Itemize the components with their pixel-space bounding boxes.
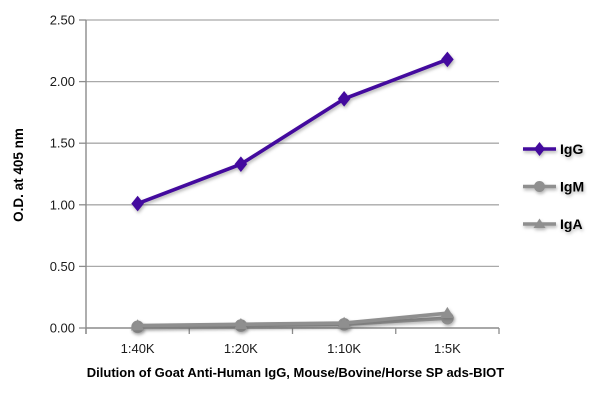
y-tick-label: 1.00: [50, 197, 75, 212]
x-axis-title: Dilution of Goat Anti-Human IgG, Mouse/B…: [86, 365, 505, 380]
x-tick-label: 1:40K: [121, 341, 155, 356]
legend-label-igm: IgM: [560, 179, 584, 195]
y-axis-title: O.D. at 405 nm: [11, 128, 26, 222]
x-tick-label: 1:5K: [434, 341, 461, 356]
y-tick-label: 0.50: [50, 259, 75, 274]
igg-marker: [337, 91, 351, 107]
igg-marker: [131, 195, 144, 212]
y-tick-label: 1.50: [50, 136, 75, 151]
iga-marker: [234, 318, 248, 330]
igg-series: [131, 51, 454, 212]
legend-triangle-icon: [533, 218, 546, 228]
igg-line: [135, 57, 450, 206]
igg-marker: [234, 156, 248, 172]
legend-circle-icon: [534, 181, 545, 192]
iga-line: [135, 311, 450, 328]
y-tick-label: 0.00: [50, 321, 75, 336]
y-tick-label: 2.00: [50, 74, 75, 89]
x-tick-label: 1:10K: [327, 341, 361, 356]
legend-item-igg: IgG: [523, 141, 583, 157]
x-tick-label: 1:20K: [224, 341, 258, 356]
legend-label-igg: IgG: [560, 141, 583, 157]
iga-marker: [337, 316, 351, 328]
y-tick-label: 2.50: [50, 13, 75, 28]
igg-marker: [441, 51, 454, 68]
iga-series: [130, 306, 455, 331]
iga-marker: [440, 306, 455, 319]
legend-item-igm: IgM: [523, 179, 584, 195]
legend-item-iga: IgA: [523, 216, 583, 232]
legend-label-iga: IgA: [560, 216, 583, 232]
legend-diamond-icon: [534, 142, 545, 156]
iga-marker: [130, 319, 145, 331]
